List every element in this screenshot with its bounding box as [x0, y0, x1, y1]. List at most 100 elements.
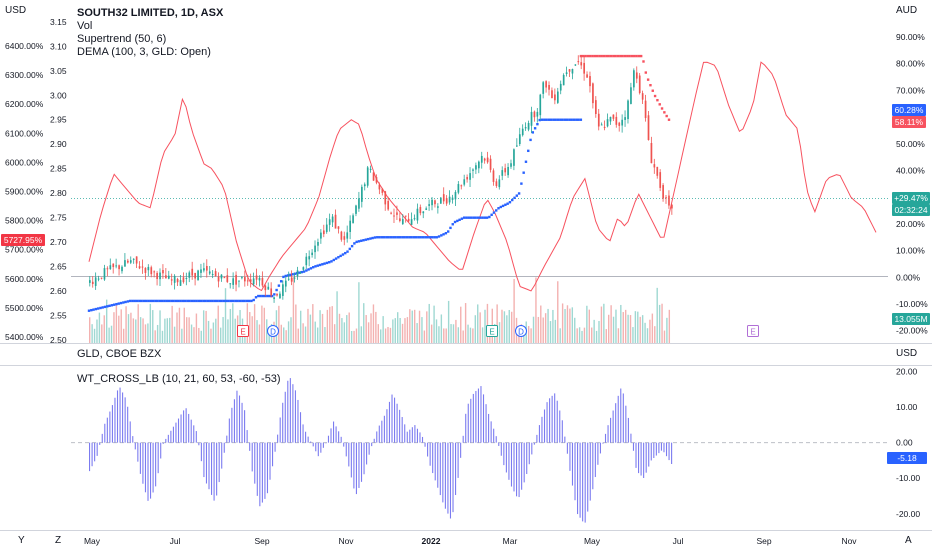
supertrend-marker	[495, 209, 498, 212]
candle-body	[121, 266, 123, 272]
supertrend-marker	[330, 260, 333, 263]
supertrend-marker	[202, 299, 205, 303]
wt-bar	[480, 386, 482, 443]
volume-bar	[447, 300, 450, 343]
supertrend-marker	[369, 237, 372, 240]
volume-bar	[181, 328, 183, 343]
candle-body	[609, 116, 612, 122]
volume-bar	[161, 330, 164, 343]
timezone-icon[interactable]: Z	[55, 535, 62, 546]
supertrend-marker	[426, 236, 429, 239]
time-axis-tick: Mar	[503, 536, 518, 546]
wt-bar	[137, 442, 139, 462]
supertrend-marker	[106, 305, 109, 308]
wt-bar	[353, 442, 355, 489]
supertrend-marker	[476, 216, 480, 219]
volume-bar	[200, 330, 202, 343]
supertrend-marker	[501, 204, 505, 208]
supertrend-marker	[579, 118, 583, 121]
volume-bar	[428, 303, 430, 343]
candle-body	[100, 277, 103, 279]
wt-bar	[249, 442, 251, 451]
wt-bar	[447, 442, 449, 514]
wt-bar	[424, 442, 426, 447]
legend-volume[interactable]: Vol	[77, 20, 93, 32]
wt-bar	[498, 442, 500, 446]
volume-bar	[372, 304, 375, 343]
volume-bar	[346, 315, 348, 343]
volume-bar	[658, 304, 661, 343]
volume-bar	[413, 309, 416, 343]
candle-body	[410, 219, 413, 225]
auto-scale-icon[interactable]: A	[905, 535, 912, 546]
right-axis-tick: 50.00%	[896, 139, 925, 149]
wt-bar	[421, 436, 424, 443]
wt-bar	[317, 442, 319, 457]
candle-body	[533, 111, 536, 118]
supertrend-marker	[300, 270, 303, 274]
volume-bar	[132, 318, 135, 343]
supertrend-marker	[481, 216, 484, 219]
candle-body	[246, 280, 249, 282]
left-axis-tick: 5400.00%	[5, 332, 44, 342]
wt-bar	[282, 402, 284, 443]
supertrend-marker	[614, 54, 617, 58]
volume-bar	[137, 304, 139, 343]
supertrend-marker	[394, 236, 397, 239]
wt-bar	[350, 442, 352, 478]
volume-bar	[610, 305, 612, 343]
volume-bar	[649, 319, 651, 343]
earnings-marker	[747, 325, 759, 337]
supertrend-marker	[469, 216, 473, 219]
candle-body	[211, 273, 214, 275]
supertrend-marker	[556, 118, 560, 121]
volume-bar	[285, 330, 287, 343]
wt-bar	[495, 436, 497, 443]
event-marker-label: E	[489, 328, 494, 337]
volume-bar	[290, 317, 292, 343]
volume-bar	[154, 330, 156, 343]
volume-bar	[484, 309, 486, 343]
wt-axis-tick: 10.00	[896, 402, 918, 412]
wt-bar	[289, 378, 291, 443]
volume-bar	[479, 312, 481, 343]
volume-bar	[261, 305, 263, 343]
supertrend-marker	[328, 261, 331, 264]
legend-dema[interactable]: DEMA (100, 3, GLD: Open)	[77, 46, 211, 58]
left-axis-tick: 6000.00%	[5, 157, 44, 167]
volume-bar	[219, 327, 222, 343]
supertrend-marker	[147, 299, 150, 303]
candle-body	[340, 231, 343, 240]
wt-bar	[536, 434, 538, 443]
wt-bar	[505, 442, 507, 473]
candle-body	[109, 265, 112, 270]
supertrend-marker	[275, 288, 278, 292]
supertrend-marker	[419, 236, 422, 239]
wt-cross-title[interactable]: WT_CROSS_LB (10, 21, 60, 53, -60, -53)	[77, 373, 281, 385]
supertrend-marker	[605, 54, 608, 58]
candle-body	[545, 81, 547, 88]
volume-bar	[222, 317, 224, 343]
supertrend-marker	[549, 118, 553, 121]
left-axis-tick: 6300.00%	[5, 70, 44, 80]
supertrend-marker	[577, 118, 580, 121]
candle-body	[434, 200, 436, 205]
wt-bar	[528, 442, 530, 465]
volume-bar	[588, 309, 590, 343]
legend-supertrend[interactable]: Supertrend (50, 6)	[77, 33, 167, 45]
wt-bar	[546, 402, 548, 443]
volume-bar	[101, 324, 103, 343]
wt-cross-series	[89, 378, 673, 523]
candle-body	[261, 277, 264, 286]
event-marker-label: E	[750, 328, 755, 337]
candle-body	[633, 70, 635, 88]
candle-body	[650, 143, 653, 164]
supertrend-marker	[165, 299, 168, 303]
volume-bar	[309, 314, 312, 343]
supertrend-marker	[531, 131, 535, 134]
candle-body	[203, 268, 205, 271]
wt-bar	[378, 425, 380, 443]
wt-bar	[523, 442, 525, 483]
candle-body	[457, 184, 460, 193]
candle-body	[460, 185, 463, 187]
